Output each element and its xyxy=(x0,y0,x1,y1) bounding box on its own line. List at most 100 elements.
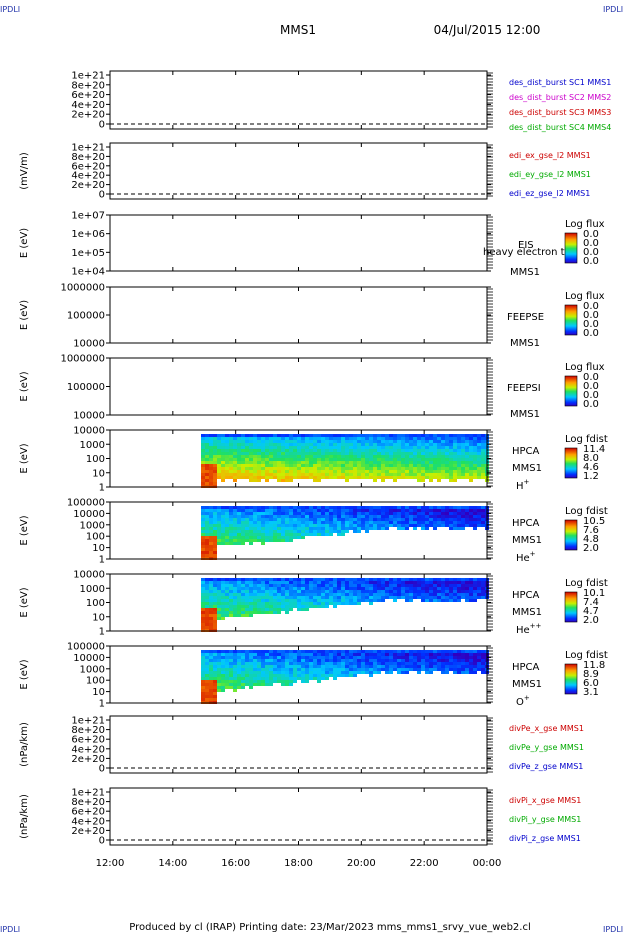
xtick-2: 16:00 xyxy=(221,858,250,869)
ytick-p8-4: 1 xyxy=(99,627,105,638)
ytick-p2-0: 1e+21 xyxy=(71,143,105,154)
header-logo-left: IPDLI xyxy=(0,5,20,14)
colorbar-p6 xyxy=(564,447,578,479)
legend-p2-1: edi_ey_gse_l2 MMS1 xyxy=(509,170,591,179)
colorbar-p9 xyxy=(564,663,578,695)
label-species-p9: O+ xyxy=(516,694,530,708)
label-p5-1: MMS1 xyxy=(510,409,540,420)
ytick-p11-3: 4e+20 xyxy=(71,816,105,827)
label-mission-p8: MMS1 xyxy=(512,607,542,618)
colorbar-title-p8: Log fdist xyxy=(565,578,608,589)
label-mission-p7: MMS1 xyxy=(512,535,542,546)
footer-text: Produced by cl (IRAP) Printing date: 23/… xyxy=(129,922,530,933)
ylabel-p5: E (eV) xyxy=(19,371,30,401)
colorbar-p4 xyxy=(564,304,578,336)
legend-p11-0: divPi_x_gse MMS1 xyxy=(509,796,581,805)
colorbar-tick-p3-1: 0.0 xyxy=(583,238,599,249)
ytick-p1-0: 1e+21 xyxy=(71,71,105,82)
colorbar-tick-p9-3: 3.1 xyxy=(583,687,599,698)
ylabel-p6: E (eV) xyxy=(19,443,30,473)
ytick-p10-3: 4e+20 xyxy=(71,744,105,755)
ylabel-p9: E (eV) xyxy=(19,659,30,689)
colorbar-tick-p6-3: 1.2 xyxy=(583,471,599,482)
ytick-p3-3: 1e+04 xyxy=(71,267,105,278)
colorbar-title-p3: Log flux xyxy=(565,219,605,230)
frame-p2 xyxy=(109,142,488,200)
legend-p11-1: divPi_y_gse MMS1 xyxy=(509,815,581,824)
colorbar-title-p6: Log fdist xyxy=(565,434,608,445)
ytick-p3-0: 1e+07 xyxy=(71,211,105,222)
ytick-p8-0: 10000 xyxy=(73,570,105,581)
ytick-p1-4: 2e+20 xyxy=(71,110,105,121)
ytick-p6-2: 100 xyxy=(86,454,105,465)
legend-p10-2: divPe_z_gse MMS1 xyxy=(509,762,583,771)
legend-p1-3: des_dist_burst SC4 MMS4 xyxy=(509,123,611,132)
header-datetime: 04/Jul/2015 12:00 xyxy=(434,23,541,37)
colorbar-tick-p3-2: 0.0 xyxy=(583,247,599,258)
colorbar-tick-p5-1: 0.0 xyxy=(583,381,599,392)
colorbar-tick-p6-2: 4.6 xyxy=(583,462,599,473)
legend-p2-0: edi_ex_gse_l2 MMS1 xyxy=(509,151,591,160)
spectrogram-p7 xyxy=(201,506,489,560)
label-species-p7: He+ xyxy=(516,550,536,564)
ytick-p4-1: 100000 xyxy=(67,311,105,322)
ytick-p9-0: 100000 xyxy=(67,642,105,653)
ylabel-p3: E (eV) xyxy=(19,228,30,258)
colorbar-p7 xyxy=(564,519,578,551)
ytick-p11-4: 2e+20 xyxy=(71,826,105,837)
ytick-p1-5: 0 xyxy=(99,120,105,131)
ytick-p9-5: 1 xyxy=(99,699,105,710)
ytick-p6-1: 1000 xyxy=(80,440,105,451)
colorbar-tick-p3-0: 0.0 xyxy=(583,229,599,240)
frame-p3 xyxy=(109,214,488,272)
colorbar-tick-p6-0: 11.4 xyxy=(583,444,605,455)
ylabel-p4: E (eV) xyxy=(19,300,30,330)
ytick-p7-2: 1000 xyxy=(80,520,105,531)
header-logo-right: IPDLI xyxy=(603,5,623,14)
label-mission-p9: MMS1 xyxy=(512,679,542,690)
ytick-p10-4: 2e+20 xyxy=(71,754,105,765)
colorbar-p3 xyxy=(564,232,578,264)
ytick-p7-1: 10000 xyxy=(73,509,105,520)
panel-p8: 10000 1000 100 10 1 E (eV) HPCA MMS1 He++ Log fdi… xyxy=(19,570,608,638)
ytick-p1-2: 6e+20 xyxy=(71,90,105,101)
colorbar-p8 xyxy=(564,591,578,623)
ylabel-p11: (nPa/km) xyxy=(19,794,30,839)
ytick-p6-0: 10000 xyxy=(73,426,105,437)
ytick-p2-4: 2e+20 xyxy=(71,180,105,191)
ytick-p2-1: 8e+20 xyxy=(71,152,105,163)
ytick-p4-2: 10000 xyxy=(73,339,105,350)
label-p3-2: MMS1 xyxy=(510,267,540,278)
ytick-p2-5: 0 xyxy=(99,190,105,201)
ytick-p2-2: 6e+20 xyxy=(71,161,105,172)
ytick-p1-1: 8e+20 xyxy=(71,80,105,91)
spectrogram-p8 xyxy=(201,578,489,632)
colorbar-tick-p7-0: 10.5 xyxy=(583,516,605,527)
ytick-p9-2: 1000 xyxy=(80,664,105,675)
footer-logo-left: IPDLI xyxy=(0,925,20,934)
label-instrument-p8: HPCA xyxy=(512,590,540,601)
ytick-p4-0: 1000000 xyxy=(60,283,105,294)
frame-p4 xyxy=(109,286,488,344)
spectrogram-p9 xyxy=(201,650,489,704)
colorbar-tick-p5-2: 0.0 xyxy=(583,390,599,401)
ytick-p11-1: 8e+20 xyxy=(71,797,105,808)
ytick-p2-3: 4e+20 xyxy=(71,171,105,182)
ytick-p3-1: 1e+06 xyxy=(71,229,105,240)
frame-p1 xyxy=(109,70,488,130)
ytick-p11-2: 6e+20 xyxy=(71,807,105,818)
ytick-p7-4: 10 xyxy=(92,543,105,554)
ytick-p5-2: 10000 xyxy=(73,411,105,422)
ytick-p8-1: 1000 xyxy=(80,584,105,595)
colorbar-tick-p8-0: 10.1 xyxy=(583,588,605,599)
ytick-p5-1: 100000 xyxy=(67,382,105,393)
ytick-p11-0: 1e+21 xyxy=(71,788,105,799)
footer-logo-right: IPDLI xyxy=(603,925,623,934)
label-p3-0: EIS xyxy=(518,240,534,251)
ytick-p10-5: 0 xyxy=(99,764,105,775)
label-instrument-p6: HPCA xyxy=(512,446,540,457)
ytick-p7-5: 1 xyxy=(99,555,105,566)
